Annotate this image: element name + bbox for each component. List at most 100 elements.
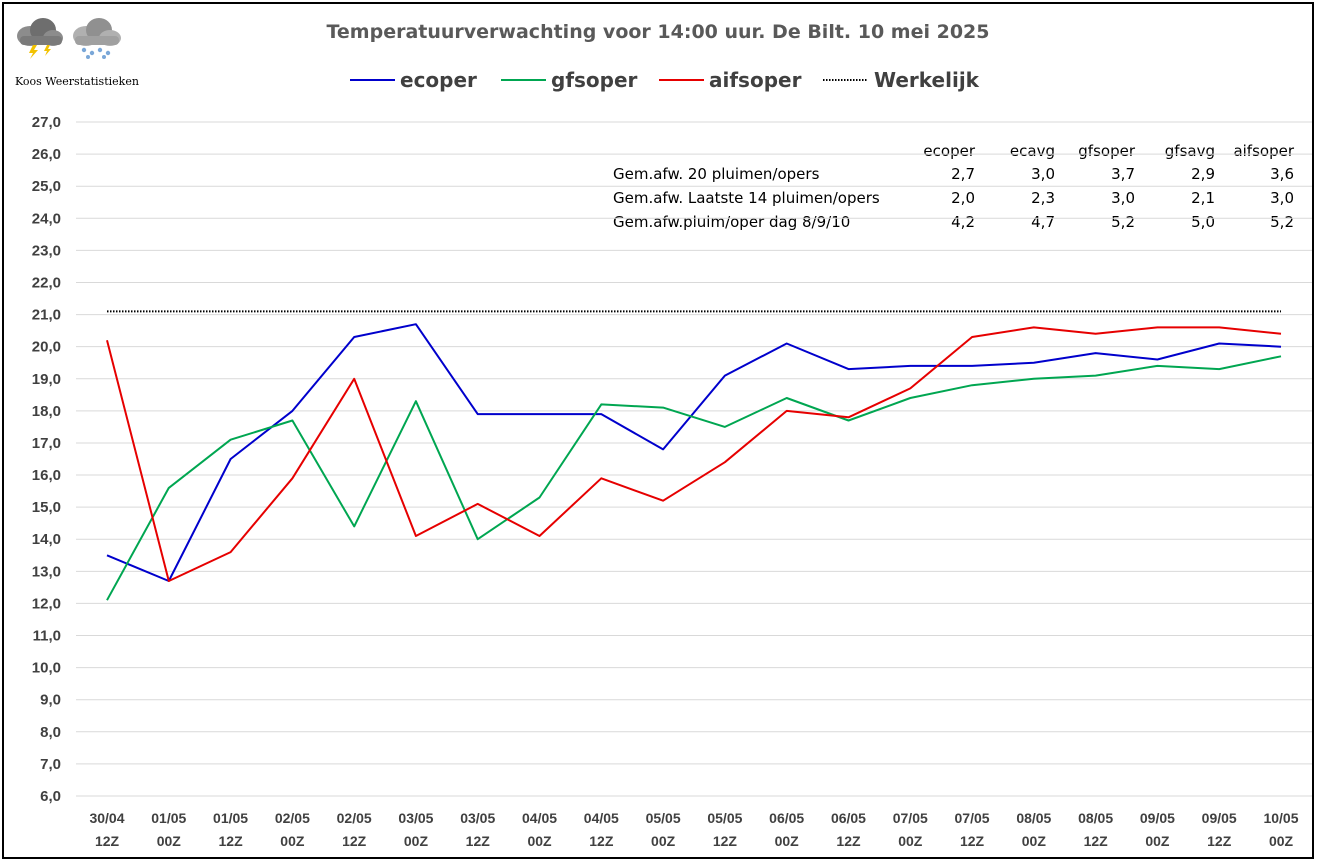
x-tick-label: 07/05 [955, 810, 990, 826]
stats-header-gfsoper: gfsoper [1078, 142, 1136, 160]
y-tick-label: 13,0 [32, 563, 61, 580]
x-tick-label: 05/05 [646, 810, 681, 826]
legend-label-ecoper: ecoper [400, 68, 477, 92]
stats-row-label: Gem.afw. Laatste 14 pluimen/opers [613, 189, 880, 207]
x-tick-label: 00Z [280, 833, 305, 849]
stats-header-ecavg: ecavg [1010, 142, 1055, 160]
x-tick-label: 12Z [466, 833, 491, 849]
gridlines [76, 121, 1312, 797]
x-axis: 30/04 12Z 01/05 00Z 01/05 12Z 02/05 00Z 02/05 12Z… [89, 810, 1298, 849]
stats-cell: 3,7 [1111, 165, 1135, 183]
stats-cell: 3,0 [1031, 165, 1055, 183]
x-tick-label: 12Z [836, 833, 861, 849]
legend-label-gfsoper: gfsoper [551, 68, 638, 92]
x-tick-label: 12Z [960, 833, 985, 849]
legend-label-aifsoper: aifsoper [709, 68, 802, 92]
x-tick-label: 12Z [1084, 833, 1109, 849]
stats-cell: 5,0 [1191, 213, 1215, 231]
x-tick-label: 12Z [219, 833, 244, 849]
x-tick-label: 00Z [1022, 833, 1047, 849]
x-tick-label: 12Z [1207, 833, 1232, 849]
stats-cell: 2,1 [1191, 189, 1215, 207]
brand-name: Koos Weerstatistieken [15, 75, 139, 88]
legend: ecoper gfsoper aifsoper Werkelijk [350, 68, 980, 92]
x-tick-label: 04/05 [522, 810, 557, 826]
stats-header-gfsavg: gfsavg [1165, 142, 1215, 160]
x-tick-label: 09/05 [1202, 810, 1237, 826]
y-tick-label: 15,0 [32, 499, 61, 516]
x-tick-label: 00Z [404, 833, 429, 849]
stats-row-label: Gem.afw.pluim/oper dag 8/9/10 [613, 213, 850, 231]
stats-cell: 3,0 [1111, 189, 1135, 207]
x-tick-label: 00Z [1269, 833, 1294, 849]
y-tick-label: 8,0 [40, 724, 61, 741]
x-tick-label: 02/05 [337, 810, 372, 826]
series-line-ecoper [106, 323, 1282, 582]
stats-cell: 3,6 [1270, 165, 1294, 183]
y-tick-label: 17,0 [32, 435, 61, 452]
x-tick-label: 04/05 [584, 810, 619, 826]
y-tick-label: 6,0 [40, 788, 61, 805]
y-tick-label: 21,0 [32, 307, 61, 324]
plot-area [106, 310, 1282, 601]
stats-row-label: Gem.afw. 20 pluimen/opers [613, 165, 820, 183]
y-tick-label: 11,0 [33, 628, 61, 645]
x-tick-label: 30/04 [89, 810, 124, 826]
y-tick-label: 25,0 [32, 178, 61, 195]
thunderstorm-cloud-icon [17, 18, 63, 59]
stats-cell: 4,7 [1031, 213, 1055, 231]
y-tick-label: 27,0 [32, 114, 61, 131]
y-tick-label: 14,0 [32, 531, 61, 548]
x-tick-label: 00Z [157, 833, 182, 849]
x-tick-label: 12Z [589, 833, 614, 849]
x-tick-label: 00Z [527, 833, 552, 849]
y-tick-label: 22,0 [32, 274, 61, 291]
x-tick-label: 06/05 [831, 810, 866, 826]
y-tick-label: 10,0 [32, 660, 61, 677]
y-tick-label: 9,0 [40, 692, 61, 709]
stats-cell: 5,2 [1270, 213, 1294, 231]
stats-cell: 2,3 [1031, 189, 1055, 207]
stats-cell: 3,0 [1270, 189, 1294, 207]
x-tick-label: 08/05 [1016, 810, 1051, 826]
x-tick-label: 02/05 [275, 810, 310, 826]
stats-cell: 2,7 [951, 165, 975, 183]
y-tick-label: 7,0 [40, 756, 61, 773]
stats-header-ecoper: ecoper [923, 142, 975, 160]
x-tick-label: 09/05 [1140, 810, 1175, 826]
x-tick-label: 05/05 [707, 810, 742, 826]
y-tick-label: 23,0 [32, 242, 61, 259]
stats-cell: 2,0 [951, 189, 975, 207]
x-tick-label: 01/05 [151, 810, 186, 826]
x-tick-label: 00Z [775, 833, 800, 849]
x-tick-label: 01/05 [213, 810, 248, 826]
x-tick-label: 12Z [95, 833, 120, 849]
y-tick-label: 20,0 [32, 339, 61, 356]
sleet-cloud-icon [73, 18, 121, 59]
y-tick-label: 26,0 [32, 146, 61, 163]
y-tick-label: 19,0 [32, 371, 61, 388]
series-line-aifsoper [106, 326, 1282, 582]
y-tick-label: 18,0 [32, 403, 61, 420]
y-tick-label: 12,0 [32, 595, 61, 612]
x-tick-label: 03/05 [460, 810, 495, 826]
x-tick-label: 06/05 [769, 810, 804, 826]
chart-title: Temperatuurverwachting voor 14:00 uur. D… [326, 21, 989, 43]
x-tick-label: 03/05 [398, 810, 433, 826]
x-tick-label: 08/05 [1078, 810, 1113, 826]
y-tick-label: 24,0 [32, 210, 61, 227]
stats-cell: 4,2 [951, 213, 975, 231]
stats-cell: 5,2 [1111, 213, 1135, 231]
y-tick-label: 16,0 [32, 467, 61, 484]
stats-header-aifsoper: aifsoper [1233, 142, 1294, 160]
x-tick-label: 10/05 [1263, 810, 1298, 826]
x-tick-label: 00Z [898, 833, 923, 849]
y-axis: 6,0 7,0 8,0 9,0 10,0 11,0 12,0 13,0 14,0 15,0 16,0… [32, 114, 61, 805]
stats-table: ecoper ecavg gfsoper gfsavg aifsoper Gem… [613, 142, 1295, 231]
x-tick-label: 12Z [713, 833, 738, 849]
x-tick-label: 00Z [651, 833, 676, 849]
x-tick-label: 07/05 [893, 810, 928, 826]
legend-label-werkelijk: Werkelijk [874, 68, 980, 92]
